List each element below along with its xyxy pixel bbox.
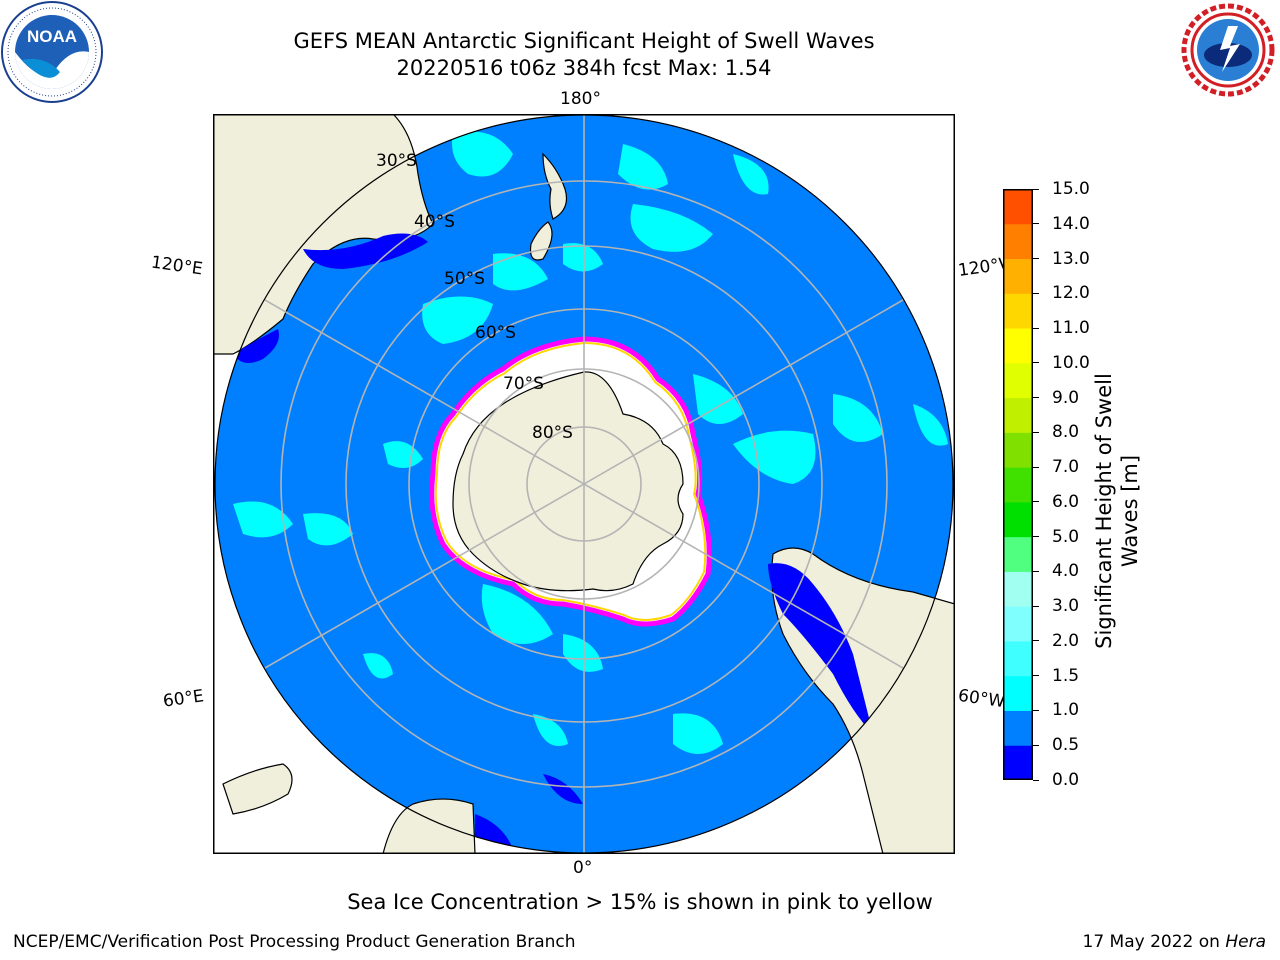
colorbar-segment	[1003, 536, 1033, 572]
lat-label-80s: 80°S	[532, 423, 573, 443]
colorbar-tick-mark	[1033, 536, 1039, 538]
antarctica-land	[452, 371, 684, 592]
colorbar-tick-label: 5.0	[1052, 526, 1080, 547]
colorbar-tick-label: 14.0	[1052, 213, 1090, 234]
lon-label-top: 180°	[560, 89, 601, 109]
colorbar-label-line2: Waves [m]	[1118, 454, 1142, 568]
colorbar-tick-label: 9.0	[1052, 387, 1080, 408]
colorbar-segment	[1003, 606, 1033, 642]
map-panel	[213, 114, 955, 854]
colorbar-segment	[1003, 223, 1033, 260]
footer-date-prefix: 17 May 2022 on	[1082, 932, 1220, 952]
new-zealand-land	[529, 152, 568, 261]
colorbar-tick-label: 7.0	[1052, 457, 1080, 478]
sea-ice-note: Sea Ice Concentration > 15% is shown in …	[347, 890, 933, 914]
colorbar-segment	[1003, 328, 1033, 364]
colorbar-tick-mark	[1033, 501, 1039, 503]
colorbar-tick-label: 15.0	[1052, 179, 1090, 199]
colorbar-tick-label: 0.5	[1052, 735, 1080, 756]
colorbar-segment	[1003, 640, 1033, 677]
colorbar-tick-mark	[1033, 709, 1039, 711]
colorbar-tick-mark	[1033, 292, 1039, 294]
colorbar	[1003, 189, 1033, 781]
colorbar-segment	[1003, 467, 1033, 503]
madagascar-land	[222, 763, 293, 815]
noaa-logo-icon: NOAA	[0, 0, 104, 104]
chart-title: GEFS MEAN Antarctic Significant Height o…	[293, 29, 875, 53]
colorbar-tick-mark	[1033, 431, 1039, 433]
lon-label-lower-right: 60°W	[956, 685, 1007, 713]
colorbar-tick-label: 0.0	[1052, 770, 1080, 790]
footer-date: 17 May 2022 on Hera	[1083, 932, 1267, 952]
colorbar-tick-label: 10.0	[1052, 352, 1090, 373]
colorbar-tick-label: 6.0	[1052, 491, 1080, 512]
colorbar-tick-label: 8.0	[1052, 422, 1080, 443]
colorbar-tick-label: 11.0	[1052, 318, 1090, 339]
lat-label-60s: 60°S	[475, 323, 516, 343]
footer-host: Hera	[1225, 932, 1266, 952]
lat-label-70s: 70°S	[503, 374, 544, 394]
colorbar-tick-label: 4.0	[1052, 561, 1080, 582]
colorbar-tick-mark	[1033, 605, 1039, 607]
colorbar-tick-label: 13.0	[1052, 248, 1090, 269]
national-weather-service-logo-icon	[1178, 0, 1278, 100]
lon-label-lower-left: 60°E	[161, 686, 206, 712]
colorbar-tick-label: 2.0	[1052, 630, 1080, 651]
colorbar-tick-label: 1.0	[1052, 700, 1080, 721]
colorbar-segment	[1003, 293, 1033, 329]
colorbar-tick-mark	[1033, 362, 1039, 364]
colorbar-segment	[1003, 745, 1033, 781]
colorbar-label: Significant Height of Swell Waves [m]	[1091, 311, 1143, 711]
colorbar-segment	[1003, 362, 1033, 399]
colorbar-tick-mark	[1033, 570, 1039, 572]
colorbar-tick-mark	[1033, 223, 1039, 225]
colorbar-segment	[1003, 397, 1033, 433]
colorbar-segment	[1003, 258, 1033, 294]
colorbar-tick-mark	[1033, 675, 1039, 677]
colorbar-tick-mark	[1033, 744, 1039, 746]
colorbar-tick-mark	[1033, 188, 1039, 190]
colorbar-tick-mark	[1033, 258, 1039, 260]
colorbar-tick-mark	[1033, 640, 1039, 642]
lon-label-bottom: 0°	[573, 858, 593, 878]
colorbar-tick-label: 12.0	[1052, 283, 1090, 304]
lat-label-30s: 30°S	[376, 151, 417, 171]
colorbar-label-line1: Significant Height of Swell	[1092, 373, 1116, 649]
lat-label-40s: 40°S	[414, 212, 455, 232]
colorbar-segment	[1003, 501, 1033, 538]
colorbar-segment	[1003, 675, 1033, 711]
lat-label-50s: 50°S	[444, 269, 485, 289]
colorbar-tick-label: 3.0	[1052, 596, 1080, 617]
chart-subtitle: 20220516 t06z 384h fcst Max: 1.54	[396, 56, 772, 80]
footer-branch: NCEP/EMC/Verification Post Processing Pr…	[13, 932, 576, 952]
colorbar-segment	[1003, 189, 1033, 225]
colorbar-segment	[1003, 571, 1033, 607]
colorbar-tick-mark	[1033, 466, 1039, 468]
colorbar-segment	[1003, 710, 1033, 746]
noaa-logo-text: NOAA	[27, 27, 77, 46]
colorbar-tick-mark	[1033, 327, 1039, 329]
colorbar-tick-mark	[1033, 397, 1039, 399]
colorbar-segment	[1003, 432, 1033, 468]
lon-label-upper-left: 120°E	[149, 252, 204, 280]
colorbar-tick-label: 1.5	[1052, 665, 1080, 686]
polar-map	[213, 114, 955, 854]
colorbar-tick-mark	[1033, 779, 1039, 781]
